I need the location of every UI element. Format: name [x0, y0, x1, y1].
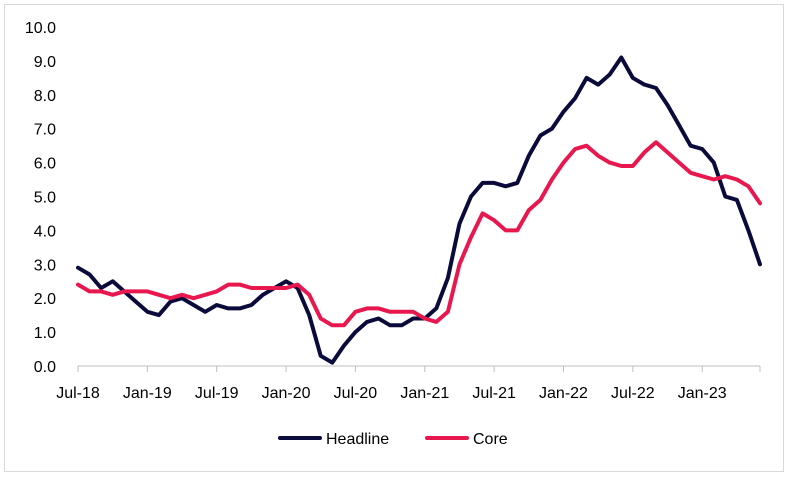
x-tick-label: Jan-22 [539, 385, 588, 402]
x-tick-label: Jul-19 [195, 385, 239, 402]
x-tick-label: Jul-18 [56, 385, 100, 402]
y-tick-label: 4.0 [34, 223, 56, 240]
series-line-core [76, 140, 762, 328]
y-tick-label: 10.0 [25, 20, 56, 37]
y-tick-label: 7.0 [34, 122, 56, 139]
y-tick-label: 8.0 [34, 88, 56, 105]
x-tick-label: Jan-20 [262, 385, 311, 402]
y-tick-label: 5.0 [34, 190, 56, 207]
series-line-headline [76, 55, 762, 365]
y-tick-label: 9.0 [34, 54, 56, 71]
x-tick-label: Jul-20 [334, 385, 378, 402]
x-axis-tick-labels: Jul-18 Jan-19 Jul-19 Jan-20 Jul-20 Jan-21 Jul-… [56, 366, 761, 402]
legend: Headline Core [278, 431, 508, 448]
legend-label-headline: Headline [326, 431, 389, 448]
series-layer [76, 55, 762, 365]
x-tick-label: Jul-21 [472, 385, 516, 402]
y-tick-label: 6.0 [34, 156, 56, 173]
y-tick-label: 1.0 [34, 325, 56, 342]
y-tick-label: 2.0 [34, 291, 56, 308]
x-tick-label: Jan-21 [400, 385, 449, 402]
y-tick-label: 3.0 [34, 257, 56, 274]
x-tick-label: Jul-22 [611, 385, 655, 402]
x-tick-label: Jan-19 [123, 385, 172, 402]
y-tick-label: 0.0 [34, 359, 56, 376]
legend-label-core: Core [473, 431, 508, 448]
chart-frame [4, 4, 784, 472]
x-tick-label: Jan-23 [678, 385, 727, 402]
y-axis-tick-labels: 0.0 1.0 2.0 3.0 4.0 5.0 6.0 7.0 8.0 9.0 10.0 [25, 20, 56, 376]
